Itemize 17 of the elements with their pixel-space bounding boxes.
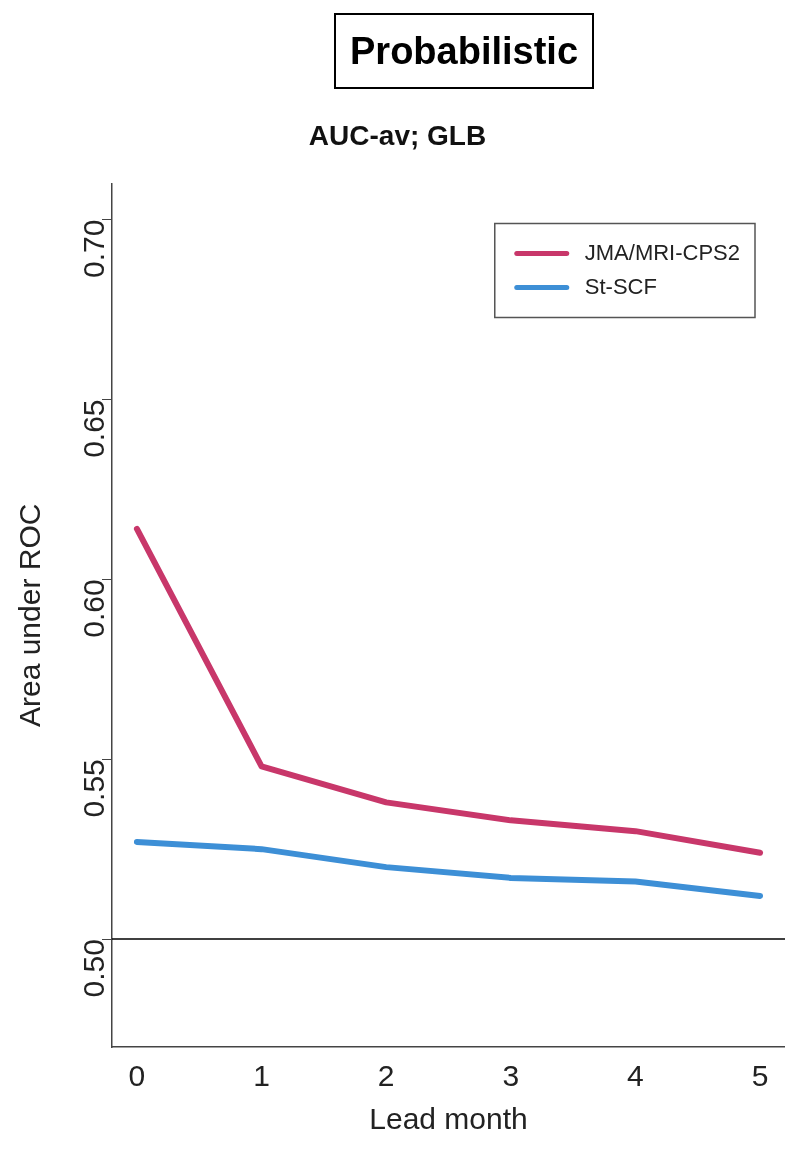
x-tick-label: 0 [128,1059,146,1093]
y-tick-label: 0.55 [77,759,111,818]
x-tick-label: 3 [502,1059,520,1093]
chart-title: Probabilistic [334,13,595,89]
x-tick-label: 4 [627,1059,644,1093]
y-tick-label: 0.70 [77,219,111,278]
y-tick-label: 0.50 [77,939,111,998]
x-tick-label: 5 [751,1059,769,1093]
y-tick-label: 0.60 [77,579,111,638]
y-axis-title: Area under ROC [13,503,47,728]
legend-label: St-SCF [584,273,657,299]
chart-subtitle: AUC-av; GLB [308,119,487,151]
x-tick-label: 2 [377,1059,395,1093]
legend-label: JMA/MRI-CPS2 [584,239,741,265]
x-axis-title: Lead month [369,1102,528,1136]
x-tick-label: 1 [253,1059,270,1093]
y-tick-label: 0.65 [77,399,111,458]
